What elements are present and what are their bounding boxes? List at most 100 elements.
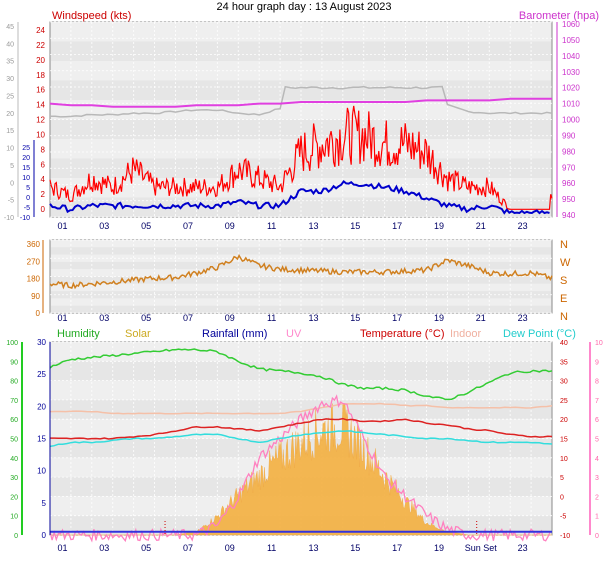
mid-scale-tick: 5 (26, 185, 30, 192)
compass-tick: W (560, 257, 571, 269)
wind-tick: 4 (41, 175, 46, 184)
mid-scale-tick: 25 (22, 145, 30, 152)
uv-tick: 2 (595, 494, 599, 501)
panel1-x-tick: 19 (434, 221, 444, 231)
panel1-plot-band (51, 119, 551, 139)
panel2-plot-band (51, 298, 551, 306)
panel2-x-tick: 15 (350, 313, 360, 323)
panel1-x-tick: 21 (476, 221, 486, 231)
temperature-tick: 40 (560, 340, 568, 347)
uv-tick: 10 (595, 340, 603, 347)
temperature-tick: 25 (560, 398, 568, 405)
direction-tick: 180 (27, 275, 41, 284)
direction-tick: 0 (36, 309, 41, 318)
panel3-x-tick: 15 (350, 543, 360, 553)
temperature-tick: -5 (560, 514, 566, 521)
panel3-x-tick: 23 (518, 543, 528, 553)
panel2-x-tick: 17 (392, 313, 402, 323)
temperature-legend: Temperature (°C) (360, 328, 444, 340)
wind-tick: 6 (41, 160, 46, 169)
uv-tick: 3 (595, 475, 599, 482)
panel1-x-tick: 03 (99, 221, 109, 231)
panel1-x-tick: 17 (392, 221, 402, 231)
panel3-x-tick: 05 (141, 543, 151, 553)
panel2-x-tick: 03 (99, 313, 109, 323)
mid-scale-tick: 0 (26, 195, 30, 202)
wind-average-line (49, 179, 550, 215)
compass-tick: E (560, 293, 567, 305)
panel1-plot-band (51, 100, 551, 120)
grey-scale-tick: 35 (6, 59, 14, 66)
grey-scale-tick: 15 (6, 128, 14, 135)
temperature-line (50, 417, 553, 440)
panel3-x-tick: Sun Set (465, 543, 498, 553)
rain-tick: 15 (37, 435, 46, 444)
wind-tick: 20 (36, 56, 45, 65)
grey-scale-tick: 20 (6, 111, 14, 118)
uv-tick: 9 (595, 359, 599, 366)
grey-scale-tick: 25 (6, 93, 14, 100)
panel1-x-tick: 15 (350, 221, 360, 231)
humidity-tick: 10 (10, 514, 18, 521)
mid-scale-tick: 15 (22, 165, 30, 172)
grey-scale-tick: 10 (6, 146, 14, 153)
panel1-plot-band (51, 158, 551, 178)
wind-direction-line (49, 254, 553, 290)
compass-tick: N (560, 239, 568, 251)
panel1-x-tick: 07 (183, 221, 193, 231)
rain-tick: 5 (42, 499, 47, 508)
rainfall-legend: Rainfall (mm) (202, 328, 267, 340)
rain-tick: 0 (42, 531, 47, 540)
wind-tick: 0 (41, 205, 46, 214)
grey-scale-tick: 5 (10, 163, 14, 170)
direction-tick: 360 (27, 240, 41, 249)
panel2-plot-band (51, 283, 551, 292)
humidity-tick: 90 (10, 359, 18, 366)
grey-scale-tick: 0 (10, 180, 14, 187)
panel1-x-tick: 13 (308, 221, 318, 231)
temperature-tick: -10 (560, 533, 570, 540)
rain-tick: 30 (37, 338, 46, 347)
temperature-tick: 0 (560, 494, 564, 501)
compass-tick: N (560, 311, 568, 323)
humidity-tick: 0 (14, 533, 18, 540)
dewpoint-line (49, 430, 553, 448)
uv-tick: 0 (595, 533, 599, 540)
panel1-x-tick: 01 (57, 221, 67, 231)
direction-tick: 90 (31, 292, 40, 301)
wind-tick: 24 (36, 26, 45, 35)
panel2-x-tick: 01 (57, 313, 67, 323)
barometer-tick: 990 (562, 131, 576, 140)
humidity-tick: 40 (10, 456, 18, 463)
mid-scale-tick: 10 (22, 175, 30, 182)
windspeed-axis-label: Windspeed (kts) (52, 10, 131, 22)
barometer-tick: 1010 (562, 100, 580, 109)
panel3-plot-band (51, 438, 551, 458)
mid-scale-tick: -10 (20, 215, 30, 222)
uv-tick: 7 (595, 398, 599, 405)
temperature-tick: 10 (560, 456, 568, 463)
uv-tick: 1 (595, 514, 599, 521)
panel3-x-tick: 11 (267, 543, 276, 553)
grey-scale-tick: 30 (6, 76, 14, 83)
panel2-x-tick: 11 (267, 313, 276, 323)
grey-scale-tick: -10 (4, 215, 14, 222)
humidity-tick: 100 (6, 340, 18, 347)
temperature-tick: 30 (560, 379, 568, 386)
uv-tick: 5 (595, 437, 599, 444)
rain-tick: 20 (37, 402, 46, 411)
barometer-line (49, 97, 552, 108)
barometer-tick: 950 (562, 195, 576, 204)
panel3-x-tick: 17 (392, 543, 402, 553)
wind-tick: 8 (41, 145, 46, 154)
wind-tick: 14 (36, 101, 45, 110)
uv-tick: 8 (595, 379, 599, 386)
barometer-tick: 940 (562, 211, 576, 220)
barometer-tick: 1030 (562, 68, 580, 77)
wind-tick: 16 (36, 86, 45, 95)
panel2-plot-band (51, 291, 551, 299)
temperature-tick: 35 (560, 359, 568, 366)
barometer-tick: 970 (562, 163, 576, 172)
grey-scale-tick: -5 (8, 198, 14, 205)
panel3-x-tick: 01 (57, 543, 67, 553)
